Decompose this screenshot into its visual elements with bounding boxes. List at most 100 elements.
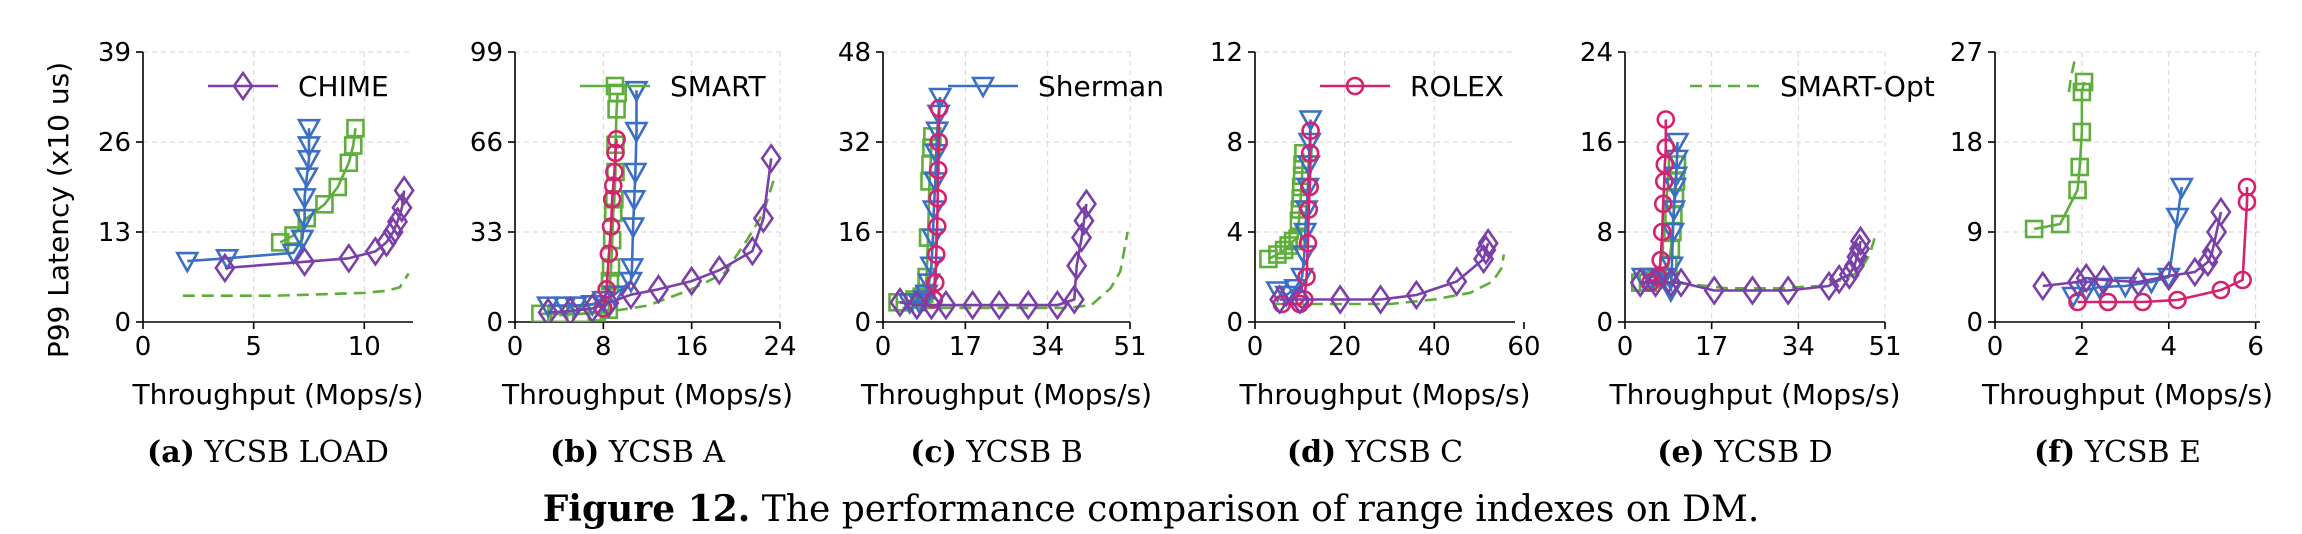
data-point-rolex — [1299, 200, 1319, 219]
y-tick-label: 0 — [1596, 308, 1613, 338]
figure-caption-text: The performance comparison of range inde… — [750, 489, 1759, 530]
data-point-smart — [315, 195, 334, 214]
series-line-smart — [897, 136, 934, 304]
data-point-rolex — [606, 143, 625, 163]
series-line-rolex — [2077, 187, 2249, 304]
series-line-rolex — [1649, 119, 1668, 284]
y-tick-label: 99 — [470, 38, 503, 68]
data-point-sherman — [619, 258, 645, 281]
data-point-chime — [1073, 205, 1095, 237]
legend-label: SMART-Opt — [1780, 70, 1935, 103]
x-tick-label: 2 — [2074, 332, 2091, 362]
x-axis-label: Throughput (Mops/s) — [1608, 378, 1900, 411]
data-point-smart — [2068, 180, 2087, 200]
x-tick-label: 0 — [507, 332, 524, 362]
data-point-chime — [559, 295, 581, 322]
data-point-rolex — [2211, 280, 2231, 300]
data-point-chime — [988, 289, 1010, 321]
data-point-rolex — [928, 160, 948, 180]
data-point-chime — [708, 254, 730, 286]
x-tick-label: 0 — [135, 332, 152, 362]
data-point-rolex — [1300, 177, 1319, 197]
data-point-sherman — [921, 200, 947, 223]
data-point-sherman — [624, 80, 649, 103]
subfigure-caption-label: (b) — [550, 435, 599, 470]
data-point-chime — [1066, 250, 1088, 282]
data-point-chime — [393, 175, 415, 206]
subfigure-caption: (f) YCSB E — [2034, 435, 2201, 470]
data-point-rolex — [929, 132, 948, 152]
data-point-chime — [598, 287, 620, 319]
data-point-chime — [2184, 256, 2206, 288]
data-point-chime — [1828, 263, 1850, 295]
x-tick-label: 6 — [2247, 332, 2264, 362]
data-point-sherman — [563, 296, 588, 319]
legend-label: Sherman — [1038, 70, 1164, 103]
x-tick-label: 17 — [949, 332, 982, 362]
y-tick-label: 8 — [1596, 218, 1613, 248]
chart-panel-5: 0 8 16 24 0 17 34 51 Throughput (Mops/s) (e) YCSB… — [1580, 38, 1935, 470]
data-point-smart — [2074, 72, 2094, 92]
x-tick-label: 60 — [1507, 332, 1540, 362]
data-point-chime — [2075, 262, 2097, 294]
figure-caption-label: Figure 12. — [543, 488, 751, 530]
data-point-rolex — [603, 176, 623, 195]
subfigure-caption-label: (c) — [910, 435, 957, 470]
data-point-sherman — [923, 172, 948, 195]
data-point-rolex — [1301, 121, 1320, 141]
y-tick-label: 12 — [1210, 38, 1243, 68]
y-tick-label: 26 — [98, 128, 131, 158]
subfigure-caption-text: YCSB D — [1705, 435, 1833, 470]
data-point-rolex — [1297, 267, 1316, 287]
data-point-chime — [1777, 275, 1799, 306]
data-point-chime — [2093, 264, 2115, 296]
y-tick-label: 0 — [1226, 308, 1243, 338]
legend-marker — [1345, 76, 1365, 96]
chart-panel-6: 0 9 18 27 0 2 4 6 Throughput (Mops/s) (f) YCSB E — [1950, 38, 2273, 470]
plot-area — [2024, 56, 2257, 312]
subfigure-caption-label: (e) — [1657, 435, 1704, 470]
data-point-chime — [752, 203, 775, 234]
data-point-chime — [741, 235, 763, 267]
subfigure-caption-text: YCSB A — [599, 435, 725, 470]
y-tick-label: 24 — [1580, 38, 1613, 68]
subfigure-caption: (d) YCSB C — [1287, 435, 1463, 470]
data-point-rolex — [1656, 138, 1676, 157]
x-axis-label: Throughput (Mops/s) — [1238, 378, 1530, 411]
data-point-rolex — [601, 217, 621, 236]
data-point-chime — [2197, 246, 2219, 278]
data-point-chime — [935, 289, 957, 321]
figure-caption: Figure 12. The performance comparison of… — [543, 488, 1760, 530]
data-point-sherman — [2165, 207, 2190, 230]
y-tick-label: 8 — [1226, 128, 1243, 158]
legend: ROLEX — [1320, 70, 1504, 103]
data-point-chime — [1369, 284, 1392, 315]
y-tick-label: 13 — [98, 218, 131, 248]
subfigure-caption-text: YCSB E — [2075, 435, 2201, 470]
data-point-smart — [2072, 122, 2092, 142]
data-point-rolex — [2168, 290, 2187, 310]
data-point-rolex — [1653, 194, 1673, 214]
x-axis-label: Throughput (Mops/s) — [131, 378, 423, 411]
legend-marker — [605, 76, 625, 96]
data-point-smart — [602, 230, 622, 250]
data-point-smart — [346, 118, 365, 138]
series-line-smart-opt — [182, 272, 410, 298]
y-tick-label: 0 — [114, 308, 131, 338]
series-line-rolex — [1281, 130, 1312, 306]
data-point-chime — [293, 246, 316, 278]
data-point-sherman — [292, 188, 317, 211]
series-line-chime — [548, 158, 773, 314]
data-point-chime — [391, 192, 413, 224]
series-line-rolex — [602, 139, 618, 309]
data-point-chime — [1070, 222, 1093, 253]
x-tick-label: 40 — [1418, 332, 1451, 362]
subfigure-caption-label: (d) — [1287, 435, 1336, 470]
chart-panel-3: 0 16 32 48 0 17 34 51 Throughput (Mops/s) (c) YCS… — [838, 38, 1164, 470]
x-tick-label: 0 — [1247, 332, 1264, 362]
series-line-rolex — [932, 108, 941, 300]
data-point-rolex — [597, 279, 616, 299]
data-point-rolex — [2133, 292, 2153, 312]
x-tick-label: 0 — [1617, 332, 1634, 362]
